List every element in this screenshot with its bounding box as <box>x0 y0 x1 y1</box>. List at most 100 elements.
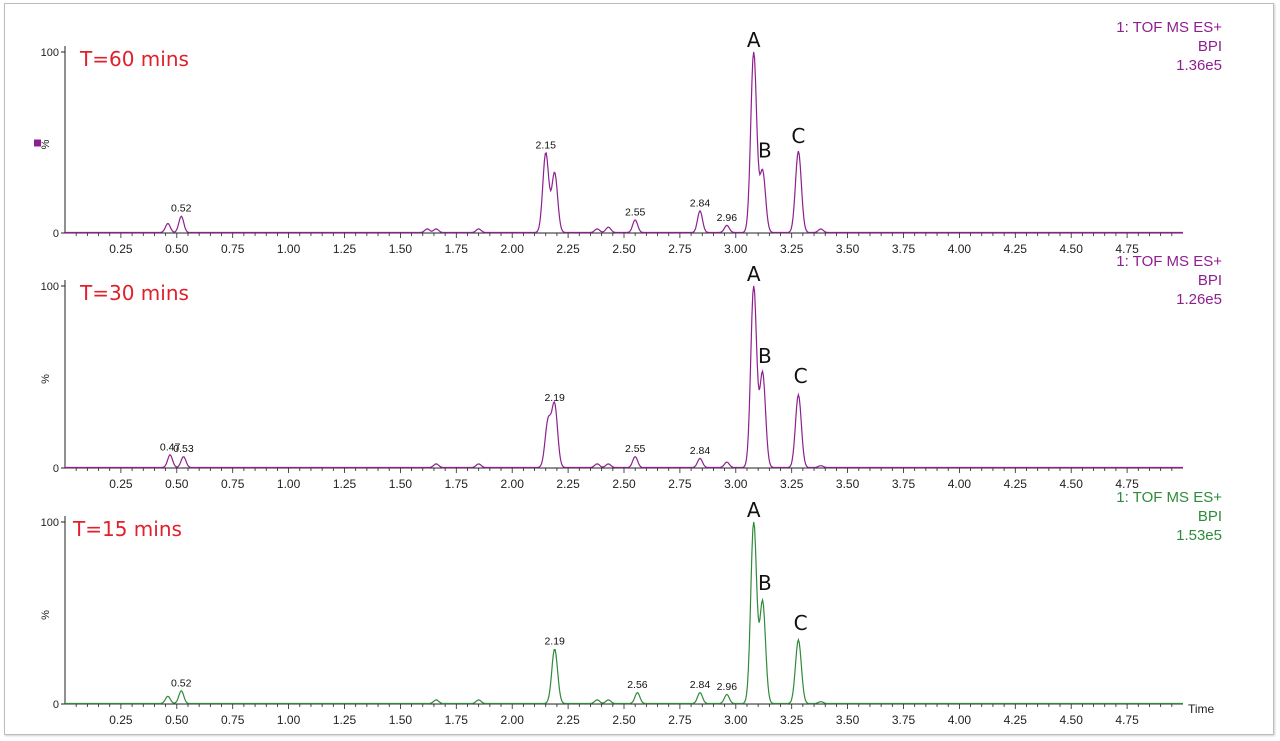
peak-label: 2.96 <box>717 212 738 224</box>
x-tick-label: 2.50 <box>612 713 636 727</box>
peak-label: 0.47 <box>160 441 181 453</box>
x-tick-label: 3.00 <box>724 242 748 256</box>
x-tick-label: 0.25 <box>109 713 133 727</box>
x-tick-label: 3.00 <box>724 713 748 727</box>
y-axis-label: % <box>40 610 52 620</box>
peak-label: 2.56 <box>627 679 648 691</box>
x-tick-label: 4.00 <box>948 242 972 256</box>
x-tick-label: 0.25 <box>109 242 133 256</box>
x-tick-label: 1.25 <box>333 242 357 256</box>
x-tick-label: 0.75 <box>221 713 245 727</box>
x-tick-label: 2.00 <box>501 242 525 256</box>
y-axis-label: % <box>40 374 52 384</box>
x-tick-label: 4.50 <box>1060 477 1084 491</box>
x-tick-label: 1.75 <box>445 477 469 491</box>
detector-info-line: 1.26e5 <box>1176 291 1222 308</box>
x-tick-label: 4.00 <box>948 713 972 727</box>
peak-annotation-c: C <box>794 364 808 388</box>
panel-title: T=15 mins <box>72 517 182 541</box>
chromatogram-panel-1: 0.25 0.50 0.75 1.00 1.25 1.50 1.75 2.00 2.25 2.50… <box>34 19 1222 256</box>
bpi-trace <box>65 285 1183 469</box>
x-tick-label: 4.25 <box>1004 477 1028 491</box>
x-tick-label: 3.25 <box>780 477 804 491</box>
peak-label: 2.15 <box>536 139 557 151</box>
peak-label: 0.52 <box>171 203 192 215</box>
y-tick-label: 0 <box>53 463 59 475</box>
x-tick-label: 1.25 <box>333 713 357 727</box>
y-tick-label: 100 <box>41 517 59 529</box>
chromatogram-panel-3: 0.25 0.50 0.75 1.00 1.25 1.50 1.75 2.00 2.25 2.50… <box>40 489 1222 727</box>
peak-label: 0.52 <box>171 677 192 689</box>
peak-label: 2.84 <box>690 197 711 209</box>
x-tick-label: 4.75 <box>1115 242 1139 256</box>
peak-annotation-b: B <box>758 571 772 595</box>
x-tick-label: 4.50 <box>1060 713 1084 727</box>
peak-annotation-a: A <box>747 262 761 286</box>
detector-info-line: BPI <box>1198 272 1222 289</box>
x-tick-label: 1.25 <box>333 477 357 491</box>
detector-info-line: BPI <box>1198 38 1222 55</box>
x-tick-label: 1.75 <box>445 242 469 256</box>
detector-info-line: 1: TOF MS ES+ <box>1116 489 1222 506</box>
chart-frame <box>4 3 1274 735</box>
y-tick-label: 100 <box>41 281 59 293</box>
x-tick-label: 4.75 <box>1115 713 1139 727</box>
peak-label: 2.19 <box>544 635 565 647</box>
peak-annotation-b: B <box>758 344 772 368</box>
x-tick-label: 2.50 <box>612 242 636 256</box>
x-tick-label: 1.75 <box>445 713 469 727</box>
x-tick-label: 2.25 <box>556 713 580 727</box>
peak-label: 2.84 <box>690 445 711 457</box>
peak-annotation-c: C <box>791 124 805 148</box>
peak-label: 2.55 <box>625 443 646 455</box>
x-tick-label: 1.50 <box>389 242 413 256</box>
x-tick-label: 4.25 <box>1004 713 1028 727</box>
x-tick-label: 2.00 <box>501 477 525 491</box>
detector-info-line: 1.53e5 <box>1176 527 1222 544</box>
detector-info-line: 1: TOF MS ES+ <box>1116 19 1222 36</box>
x-tick-label: 3.50 <box>836 713 860 727</box>
peak-annotation-b: B <box>758 138 772 162</box>
detector-info-line: 1: TOF MS ES+ <box>1116 253 1222 270</box>
x-tick-label: 1.50 <box>389 477 413 491</box>
peak-label: 2.55 <box>625 206 646 218</box>
peak-label: 2.84 <box>690 679 711 691</box>
y-tick-label: 0 <box>53 699 59 711</box>
detector-info-line: 1.36e5 <box>1176 57 1222 74</box>
x-tick-label: 2.00 <box>501 713 525 727</box>
x-tick-label: 3.75 <box>892 477 916 491</box>
peak-label: 0.53 <box>173 443 194 455</box>
x-tick-label: 3.00 <box>724 477 748 491</box>
x-tick-label: 4.50 <box>1060 242 1084 256</box>
x-tick-label: 2.75 <box>668 477 692 491</box>
detector-info-line: BPI <box>1198 508 1222 525</box>
peak-annotation-c: C <box>794 611 808 635</box>
x-tick-label: 2.25 <box>556 242 580 256</box>
y-tick-label: 0 <box>53 228 59 240</box>
x-tick-label: 2.25 <box>556 477 580 491</box>
x-tick-label: 0.75 <box>221 477 245 491</box>
trace-marker <box>34 139 41 147</box>
x-tick-label: 3.75 <box>892 713 916 727</box>
x-tick-label: 0.50 <box>165 477 189 491</box>
x-tick-label: 4.25 <box>1004 242 1028 256</box>
x-tick-label: 1.50 <box>389 713 413 727</box>
bpi-trace <box>65 51 1183 234</box>
x-tick-label: 0.25 <box>109 477 133 491</box>
chromatogram-panel-2: 0.25 0.50 0.75 1.00 1.25 1.50 1.75 2.00 2.25 2.50… <box>40 253 1222 491</box>
x-tick-label: 4.00 <box>948 477 972 491</box>
x-tick-label: 2.75 <box>668 713 692 727</box>
peak-annotation-a: A <box>747 28 761 52</box>
x-axis-label: Time <box>1188 702 1215 716</box>
x-tick-label: 1.00 <box>277 242 301 256</box>
peak-annotation-a: A <box>747 498 761 522</box>
x-tick-label: 3.50 <box>836 242 860 256</box>
x-tick-label: 3.75 <box>892 242 916 256</box>
x-tick-label: 2.50 <box>612 477 636 491</box>
panel-title: T=30 mins <box>79 281 189 305</box>
x-tick-label: 0.50 <box>165 713 189 727</box>
x-tick-label: 2.75 <box>668 242 692 256</box>
x-tick-label: 1.00 <box>277 713 301 727</box>
x-tick-label: 3.25 <box>780 713 804 727</box>
